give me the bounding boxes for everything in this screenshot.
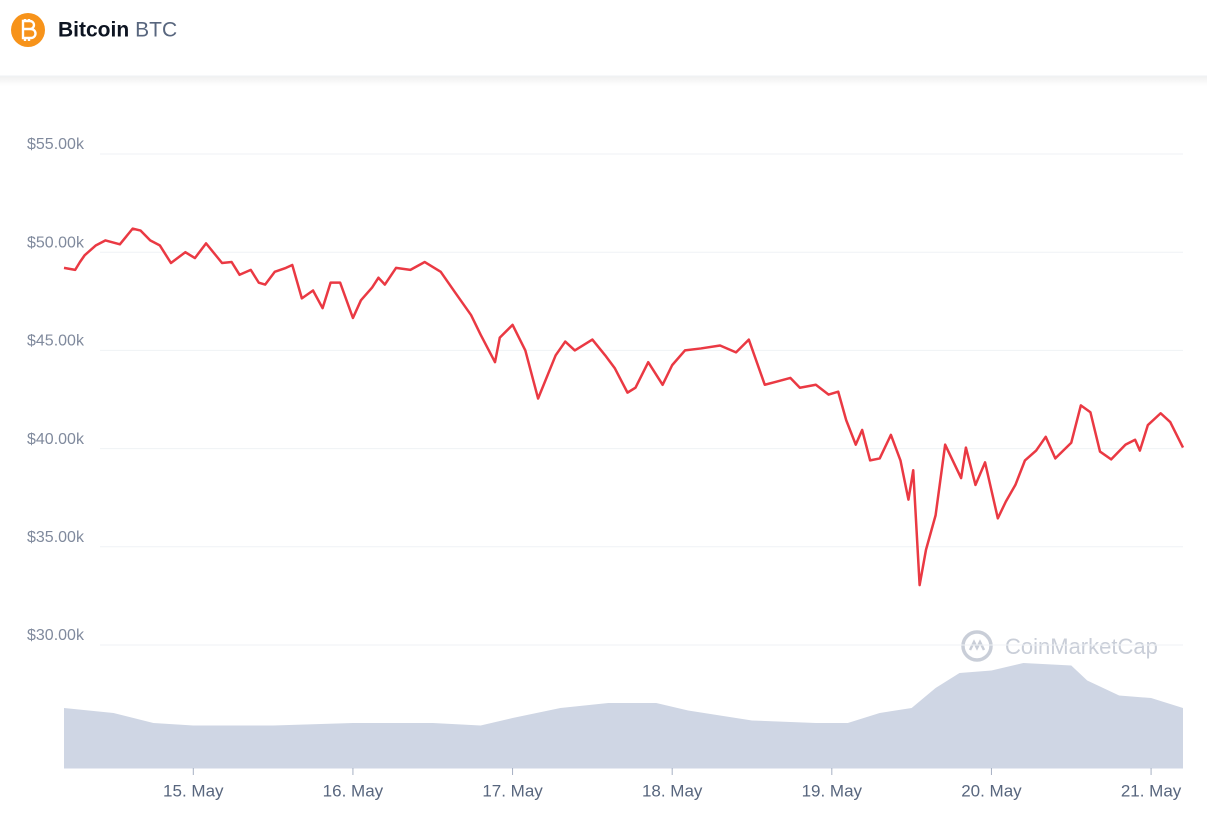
coin-name: Bitcoin — [58, 19, 129, 42]
y-tick-label: $45.00k — [27, 333, 85, 350]
y-tick-label: $35.00k — [27, 529, 85, 546]
y-tick-label: $55.00k — [27, 136, 85, 153]
x-tick-label: 16. May — [323, 781, 384, 800]
watermark-text: CoinMarketCap — [1005, 634, 1158, 659]
x-tick-label: 21. May — [1121, 781, 1182, 800]
y-tick-label: $30.00k — [27, 627, 85, 644]
x-tick-label: 18. May — [642, 781, 703, 800]
y-tick-label: $40.00k — [27, 431, 85, 448]
coin-icon — [11, 13, 45, 47]
x-tick-label: 15. May — [163, 781, 224, 800]
header-shadow — [0, 76, 1207, 86]
price-line — [63, 227, 1185, 587]
coin-symbol: BTC — [135, 19, 177, 42]
watermark — [961, 630, 993, 662]
y-tick-label: $50.00k — [27, 234, 85, 251]
x-tick-label: 19. May — [802, 781, 863, 800]
x-tick-label: 20. May — [961, 781, 1022, 800]
x-tick-label: 17. May — [482, 781, 543, 800]
volume-area — [64, 663, 1183, 768]
